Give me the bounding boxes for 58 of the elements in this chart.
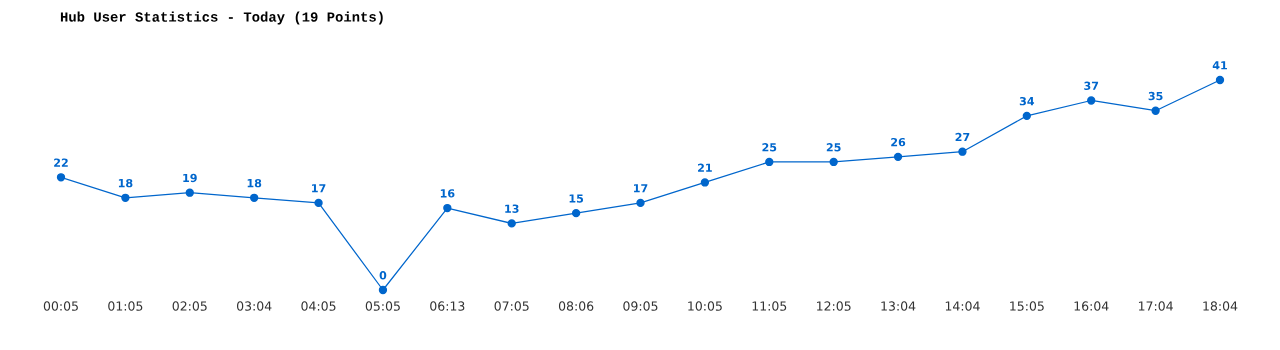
data-label: 0 xyxy=(379,271,387,280)
x-tick-label: 12:05 xyxy=(817,301,851,311)
x-tick-label: 01:05 xyxy=(108,301,143,311)
point xyxy=(893,152,903,161)
point xyxy=(829,157,838,167)
data-label: 16 xyxy=(440,189,455,198)
point xyxy=(1087,96,1096,105)
data-label: 37 xyxy=(1084,81,1099,90)
point xyxy=(185,188,194,197)
data-label: 18 xyxy=(247,178,262,188)
point xyxy=(507,219,516,228)
x-tick-label: 11:05 xyxy=(752,301,787,311)
point xyxy=(1215,75,1225,85)
x-tick-label: 18:04 xyxy=(1203,301,1238,311)
data-label: 15 xyxy=(569,194,584,203)
x-tick-label: 05:05 xyxy=(365,301,400,311)
point xyxy=(249,193,259,202)
point xyxy=(121,193,130,202)
x-tick-label: 00:05 xyxy=(43,301,78,311)
point xyxy=(571,209,581,218)
point xyxy=(700,178,710,187)
point xyxy=(378,285,388,295)
data-label: 19 xyxy=(183,173,197,183)
point xyxy=(314,198,323,208)
data-label: 22 xyxy=(54,158,68,167)
data-label: 17 xyxy=(634,184,648,193)
x-tick-label: 07:05 xyxy=(494,301,529,311)
x-tick-label: 15:05 xyxy=(1010,301,1044,311)
point xyxy=(1151,106,1160,115)
x-tick-label: 14:04 xyxy=(945,301,980,311)
x-tick-label: 08:06 xyxy=(558,301,594,311)
data-label: 25 xyxy=(826,143,841,152)
x-tick-label: 13:04 xyxy=(881,301,916,311)
data-label: 17 xyxy=(312,184,326,193)
point xyxy=(636,198,645,208)
x-tick-label: 10:05 xyxy=(688,301,722,311)
data-label: 27 xyxy=(955,132,970,142)
data-label: 34 xyxy=(1019,96,1035,106)
chart-title: Hub User Statistics - Today (19 Points) xyxy=(60,11,383,25)
data-label: 41 xyxy=(1212,61,1227,70)
x-tick-label: 03:04 xyxy=(236,301,272,311)
data-label: 21 xyxy=(698,163,712,172)
x-tick-label: 06:13 xyxy=(430,301,465,311)
x-tick-label: 09:05 xyxy=(623,301,658,311)
x-tick-label: 17:04 xyxy=(1138,301,1173,311)
point xyxy=(56,173,66,182)
data-label: 35 xyxy=(1148,91,1163,101)
x-tick-label: 04:05 xyxy=(301,301,336,311)
point xyxy=(765,157,774,167)
data-label: 13 xyxy=(505,204,519,213)
point xyxy=(443,203,452,213)
data-label: 25 xyxy=(762,143,777,152)
x-tick-label: 16:04 xyxy=(1074,301,1109,311)
point xyxy=(958,147,967,156)
x-tick-label: 02:05 xyxy=(172,301,207,311)
data-label: 18 xyxy=(118,178,133,188)
point xyxy=(1022,111,1032,121)
data-label: 26 xyxy=(891,137,906,147)
